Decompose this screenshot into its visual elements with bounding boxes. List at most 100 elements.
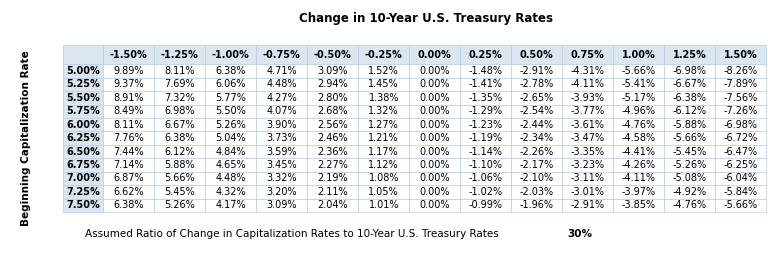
Text: 6.67%: 6.67%	[164, 120, 195, 130]
Text: 6.12%: 6.12%	[164, 146, 195, 157]
Bar	[409, 185, 460, 199]
Bar	[664, 91, 716, 105]
Bar	[358, 145, 409, 158]
Bar	[409, 145, 460, 158]
Bar	[614, 131, 664, 145]
Text: -2.10%: -2.10%	[520, 173, 554, 183]
Text: 1.05%: 1.05%	[369, 187, 399, 197]
Text: -1.00%: -1.00%	[212, 50, 250, 60]
Bar	[562, 172, 614, 185]
Text: 7.69%: 7.69%	[164, 79, 195, 89]
Text: 3.90%: 3.90%	[266, 120, 297, 130]
Text: -0.99%: -0.99%	[468, 200, 503, 210]
Text: -2.44%: -2.44%	[520, 120, 554, 130]
Text: 4.84%: 4.84%	[215, 146, 246, 157]
Text: -5.45%: -5.45%	[673, 146, 707, 157]
Text: 2.36%: 2.36%	[317, 146, 348, 157]
Text: -3.61%: -3.61%	[571, 120, 605, 130]
Text: 3.09%: 3.09%	[317, 66, 348, 76]
Text: -2.17%: -2.17%	[520, 160, 554, 170]
Text: 5.00%: 5.00%	[66, 66, 100, 76]
Bar	[103, 91, 154, 105]
Bar	[716, 145, 766, 158]
Text: -5.84%: -5.84%	[724, 187, 758, 197]
Text: 1.08%: 1.08%	[369, 173, 399, 183]
Text: 4.32%: 4.32%	[215, 187, 246, 197]
Text: -2.65%: -2.65%	[520, 93, 554, 103]
Text: -2.91%: -2.91%	[571, 200, 605, 210]
Text: -4.26%: -4.26%	[622, 160, 656, 170]
Text: 2.46%: 2.46%	[317, 133, 348, 143]
Text: -5.66%: -5.66%	[724, 200, 758, 210]
Text: 8.11%: 8.11%	[164, 66, 195, 76]
Text: 6.98%: 6.98%	[164, 106, 195, 116]
Text: 6.38%: 6.38%	[164, 133, 195, 143]
Text: 0.00%: 0.00%	[419, 66, 450, 76]
Bar	[154, 118, 205, 131]
Text: 7.25%: 7.25%	[66, 187, 100, 197]
Bar	[511, 105, 562, 118]
Bar	[307, 105, 358, 118]
Bar	[664, 199, 716, 212]
Bar	[63, 172, 103, 185]
Text: 1.17%: 1.17%	[369, 146, 399, 157]
Bar	[103, 185, 154, 199]
Bar	[511, 199, 562, 212]
Text: -6.67%: -6.67%	[673, 79, 707, 89]
Text: -6.38%: -6.38%	[673, 93, 707, 103]
Bar	[716, 199, 766, 212]
Text: -1.29%: -1.29%	[468, 106, 503, 116]
Text: 3.73%: 3.73%	[266, 133, 297, 143]
Bar	[103, 118, 154, 131]
Text: 5.45%: 5.45%	[164, 187, 195, 197]
Bar	[614, 172, 664, 185]
Bar	[205, 118, 257, 131]
Text: 6.38%: 6.38%	[114, 200, 144, 210]
Bar	[614, 185, 664, 199]
Text: 7.14%: 7.14%	[113, 160, 144, 170]
Text: 0.00%: 0.00%	[419, 173, 450, 183]
Bar	[562, 105, 614, 118]
Text: -3.85%: -3.85%	[622, 200, 656, 210]
Text: 5.26%: 5.26%	[164, 200, 195, 210]
Bar	[63, 145, 103, 158]
Text: -5.26%: -5.26%	[673, 160, 707, 170]
Bar	[103, 158, 154, 172]
Bar	[511, 45, 562, 64]
Bar	[154, 91, 205, 105]
Bar	[664, 158, 716, 172]
Bar	[257, 91, 307, 105]
Bar	[257, 64, 307, 78]
Text: -4.92%: -4.92%	[673, 187, 707, 197]
Text: -2.91%: -2.91%	[520, 66, 554, 76]
Bar	[716, 131, 766, 145]
Bar	[103, 105, 154, 118]
Text: 6.50%: 6.50%	[66, 146, 100, 157]
Bar	[409, 64, 460, 78]
Text: -4.76%: -4.76%	[673, 200, 707, 210]
Bar	[307, 131, 358, 145]
Text: 4.71%: 4.71%	[266, 66, 297, 76]
Text: 5.75%: 5.75%	[66, 106, 100, 116]
Bar	[154, 172, 205, 185]
Bar	[307, 91, 358, 105]
Text: 8.49%: 8.49%	[114, 106, 144, 116]
Text: 0.00%: 0.00%	[419, 200, 450, 210]
Text: 2.56%: 2.56%	[317, 120, 348, 130]
Bar	[664, 78, 716, 91]
Text: -6.47%: -6.47%	[724, 146, 758, 157]
Bar	[257, 158, 307, 172]
Bar	[103, 145, 154, 158]
Bar	[257, 145, 307, 158]
Bar	[664, 131, 716, 145]
Text: 1.27%: 1.27%	[369, 120, 399, 130]
Text: -7.89%: -7.89%	[724, 79, 758, 89]
Bar	[205, 91, 257, 105]
Bar	[460, 91, 511, 105]
Bar	[358, 172, 409, 185]
Bar	[358, 78, 409, 91]
Text: -6.98%: -6.98%	[724, 120, 758, 130]
Bar	[205, 45, 257, 64]
Bar	[511, 78, 562, 91]
Text: -4.11%: -4.11%	[571, 79, 605, 89]
